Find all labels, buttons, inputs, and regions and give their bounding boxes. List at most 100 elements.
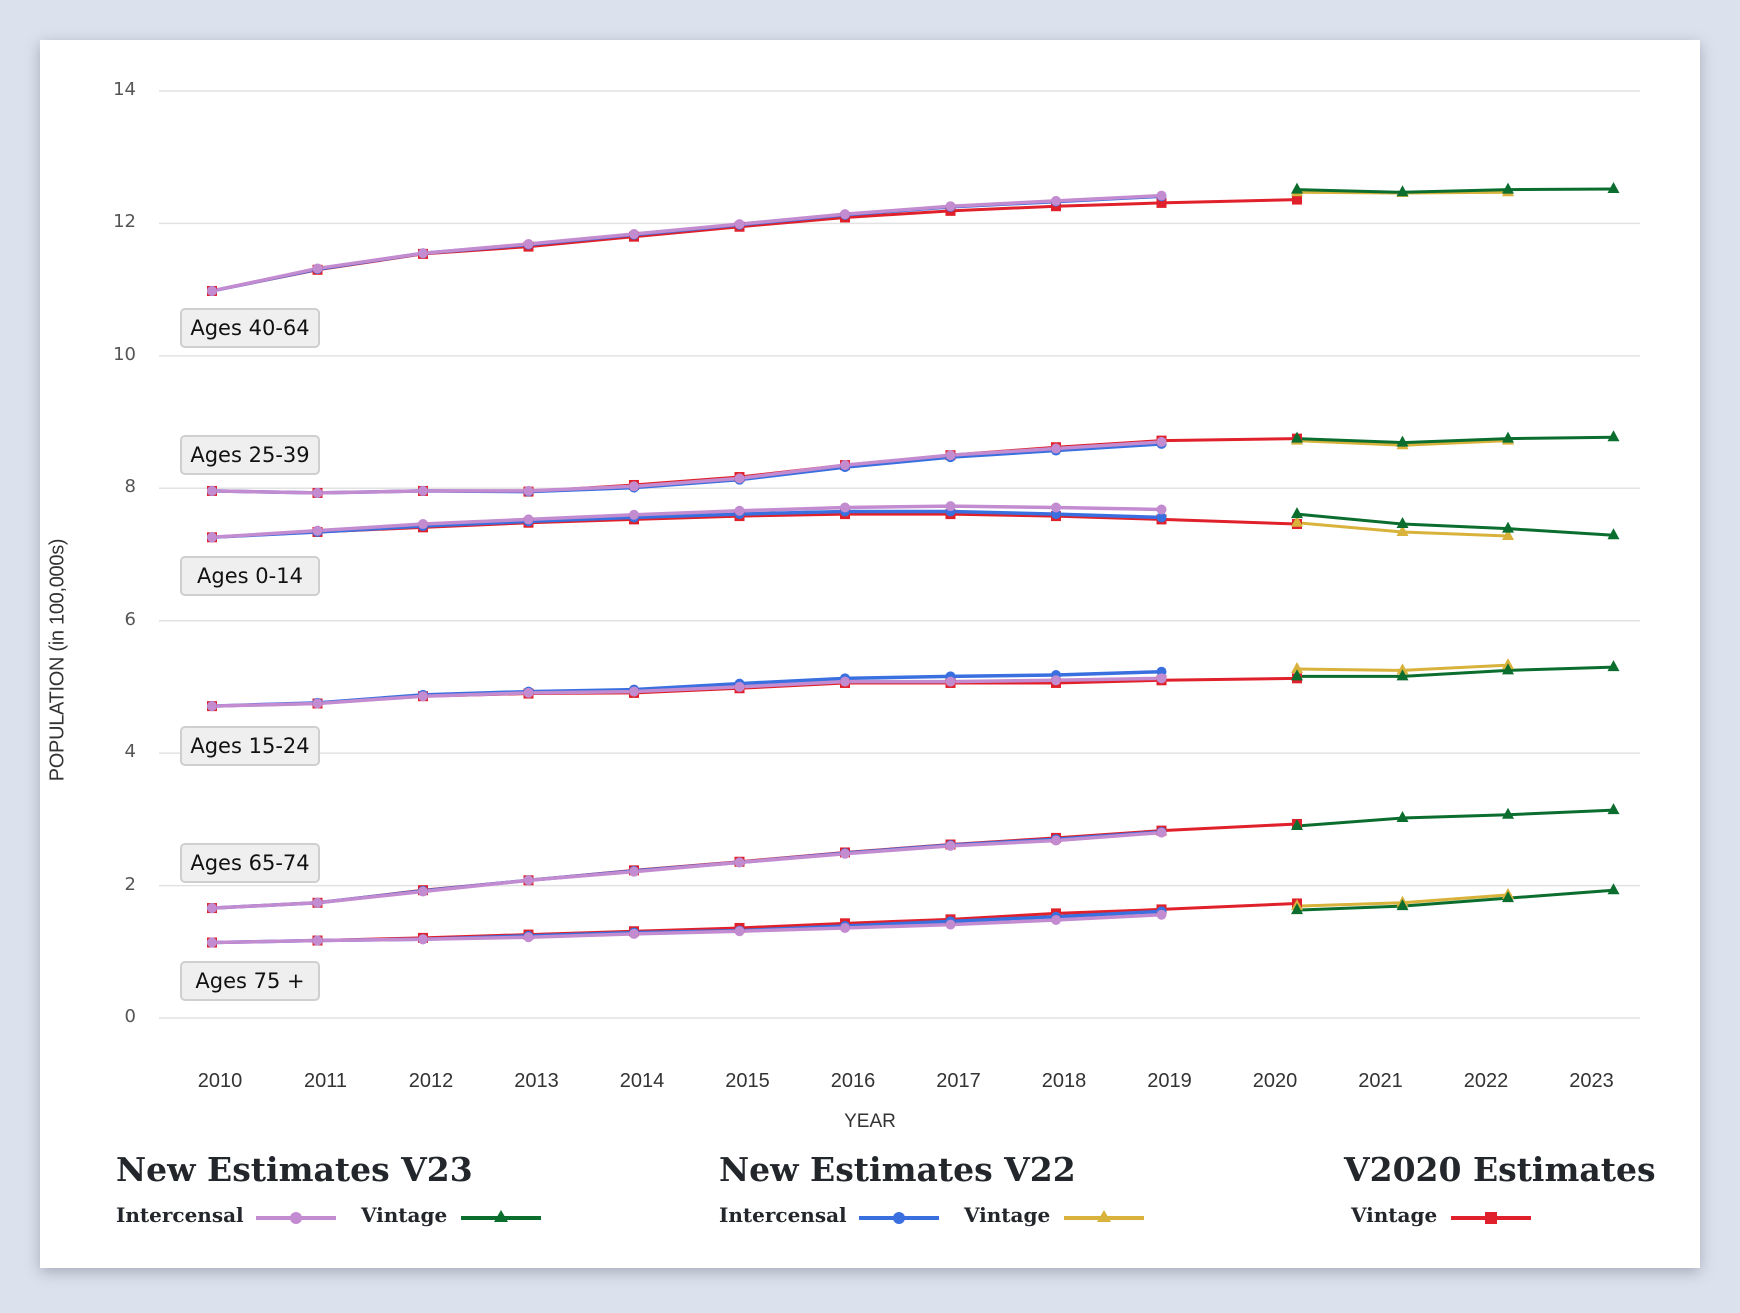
data-point-v22_vintage-2021[interactable] xyxy=(1396,524,1409,536)
data-point-v22_vintage-2021[interactable] xyxy=(1396,663,1409,675)
data-point-v23_intercensal-2019[interactable] xyxy=(1156,673,1167,684)
data-point-v23_vintage-2023[interactable] xyxy=(1607,181,1620,193)
data-point-v23_intercensal-2013[interactable] xyxy=(523,514,534,525)
data-point-v23_intercensal-2012[interactable] xyxy=(418,691,428,702)
data-point-v23_vintage-2023[interactable] xyxy=(1607,430,1620,442)
data-point-v23_intercensal-2010[interactable] xyxy=(207,532,217,543)
data-point-v23_intercensal-2017[interactable] xyxy=(945,840,956,851)
data-point-v23_vintage-2023[interactable] xyxy=(1607,660,1620,672)
data-point-v23_intercensal-2014[interactable] xyxy=(629,928,639,939)
data-point-v23_vintage-2021[interactable] xyxy=(1396,517,1409,529)
data-point-v2020_vintage-2020[interactable] xyxy=(1292,194,1302,205)
data-point-v23_intercensal-2015[interactable] xyxy=(734,473,745,484)
data-point-v23_intercensal-2015[interactable] xyxy=(734,681,745,692)
data-point-v23_intercensal-2018[interactable] xyxy=(1051,443,1061,454)
data-point-v23_intercensal-2019[interactable] xyxy=(1156,504,1167,515)
data-point-v23_intercensal-2019[interactable] xyxy=(1156,909,1167,920)
data-point-v23_intercensal-2011[interactable] xyxy=(312,897,323,908)
data-point-v2020_vintage-2019[interactable] xyxy=(1156,197,1167,208)
data-point-v23_intercensal-2016[interactable] xyxy=(840,676,850,687)
data-point-v23_intercensal-2013[interactable] xyxy=(523,485,534,496)
data-point-v23_intercensal-2017[interactable] xyxy=(945,201,956,212)
data-point-v23_intercensal-2013[interactable] xyxy=(523,875,534,886)
data-point-v23_intercensal-2014[interactable] xyxy=(629,481,639,492)
data-point-v23_intercensal-2019[interactable] xyxy=(1156,190,1167,201)
legend-title-v2020: V2020 Estimates xyxy=(1344,1150,1656,1189)
data-point-v23_intercensal-2012[interactable] xyxy=(418,248,428,259)
data-point-v23_intercensal-2011[interactable] xyxy=(312,263,323,274)
data-point-v23_vintage-2022[interactable] xyxy=(1502,891,1514,903)
data-point-v23_intercensal-2016[interactable] xyxy=(840,848,850,859)
data-point-v23_intercensal-2017[interactable] xyxy=(945,919,956,930)
data-point-v23_vintage-2021[interactable] xyxy=(1396,899,1409,911)
data-point-v23_intercensal-2017[interactable] xyxy=(945,450,956,461)
series-line-v23_intercensal xyxy=(211,676,1162,708)
y-tick-label: 14 xyxy=(113,79,136,100)
data-point-v23_vintage-2023[interactable] xyxy=(1607,528,1620,540)
data-point-v23_intercensal-2010[interactable] xyxy=(207,701,217,712)
data-point-v23_intercensal-2011[interactable] xyxy=(312,487,323,498)
data-point-v23_vintage-2020[interactable] xyxy=(1291,903,1303,915)
data-point-v23_intercensal-2016[interactable] xyxy=(840,209,850,220)
data-point-v23_intercensal-2011[interactable] xyxy=(312,525,323,536)
data-point-v23_intercensal-2017[interactable] xyxy=(945,501,956,512)
data-point-v23_vintage-2023[interactable] xyxy=(1607,883,1620,895)
data-point-v23_intercensal-2014[interactable] xyxy=(629,686,639,697)
data-point-v22_vintage-2020[interactable] xyxy=(1291,515,1303,527)
data-point-v23_intercensal-2010[interactable] xyxy=(207,903,217,914)
gridlines xyxy=(159,90,1640,1019)
data-point-v23_vintage-2022[interactable] xyxy=(1502,431,1514,443)
data-point-v23_vintage-2021[interactable] xyxy=(1396,669,1409,681)
data-point-v23_intercensal-2018[interactable] xyxy=(1051,502,1061,513)
data-point-v22_vintage-2020[interactable] xyxy=(1291,662,1303,674)
data-point-v23_intercensal-2015[interactable] xyxy=(734,219,745,230)
data-point-v23_vintage-2022[interactable] xyxy=(1502,807,1514,819)
data-point-v23_intercensal-2014[interactable] xyxy=(629,509,639,520)
data-point-v23_intercensal-2017[interactable] xyxy=(945,676,956,687)
data-point-v23_intercensal-2010[interactable] xyxy=(207,485,217,496)
data-point-v23_intercensal-2011[interactable] xyxy=(312,935,323,946)
y-tick-label: 4 xyxy=(124,741,136,763)
data-point-v23_intercensal-2012[interactable] xyxy=(418,485,428,496)
data-point-v23_intercensal-2016[interactable] xyxy=(840,502,850,513)
data-point-v23_intercensal-2013[interactable] xyxy=(523,238,534,249)
data-point-v23_vintage-2021[interactable] xyxy=(1396,435,1409,447)
data-point-v23_vintage-2020[interactable] xyxy=(1291,669,1303,681)
data-point-v23_intercensal-2019[interactable] xyxy=(1156,827,1167,838)
data-point-v23_intercensal-2016[interactable] xyxy=(840,460,850,471)
data-point-v23_intercensal-2015[interactable] xyxy=(734,926,745,937)
data-point-v23_intercensal-2012[interactable] xyxy=(418,934,428,945)
data-point-v23_vintage-2022[interactable] xyxy=(1502,663,1514,675)
data-point-v23_intercensal-2011[interactable] xyxy=(312,698,323,709)
data-point-v23_intercensal-2013[interactable] xyxy=(523,687,534,698)
data-point-v23_intercensal-2019[interactable] xyxy=(1156,436,1167,447)
group-label: Ages 0-14 xyxy=(180,556,320,596)
data-point-v23_vintage-2020[interactable] xyxy=(1291,507,1303,519)
x-tick-label: 2022 xyxy=(1463,1070,1509,1092)
data-point-v23_intercensal-2016[interactable] xyxy=(840,922,850,933)
data-point-v23_intercensal-2018[interactable] xyxy=(1051,835,1061,846)
data-point-v23_intercensal-2018[interactable] xyxy=(1051,675,1061,686)
data-point-v23_vintage-2020[interactable] xyxy=(1291,431,1303,443)
data-point-v23_intercensal-2012[interactable] xyxy=(418,519,428,530)
data-point-v23_intercensal-2015[interactable] xyxy=(734,857,745,868)
data-point-v23_vintage-2022[interactable] xyxy=(1502,521,1514,533)
data-point-v23_vintage-2022[interactable] xyxy=(1502,182,1514,194)
data-point-v23_vintage-2023[interactable] xyxy=(1607,803,1620,815)
data-point-v22_vintage-2022[interactable] xyxy=(1502,528,1514,540)
data-point-v23_intercensal-2015[interactable] xyxy=(734,505,745,516)
data-point-v23_intercensal-2013[interactable] xyxy=(523,932,534,943)
data-point-v22_intercensal-2019[interactable] xyxy=(1156,512,1167,523)
data-point-v23_vintage-2020[interactable] xyxy=(1291,818,1303,830)
data-point-v23_intercensal-2018[interactable] xyxy=(1051,915,1061,926)
data-point-v23_vintage-2020[interactable] xyxy=(1291,182,1303,194)
data-point-v23_intercensal-2018[interactable] xyxy=(1051,195,1061,206)
data-point-v23_intercensal-2012[interactable] xyxy=(418,886,428,897)
data-point-v23_vintage-2021[interactable] xyxy=(1396,811,1409,823)
data-point-v23_intercensal-2014[interactable] xyxy=(629,866,639,877)
data-point-v23_intercensal-2010[interactable] xyxy=(207,937,217,948)
data-point-v23_intercensal-2010[interactable] xyxy=(207,285,217,296)
data-point-v23_intercensal-2014[interactable] xyxy=(629,229,639,240)
data-point-v23_vintage-2021[interactable] xyxy=(1396,185,1409,197)
